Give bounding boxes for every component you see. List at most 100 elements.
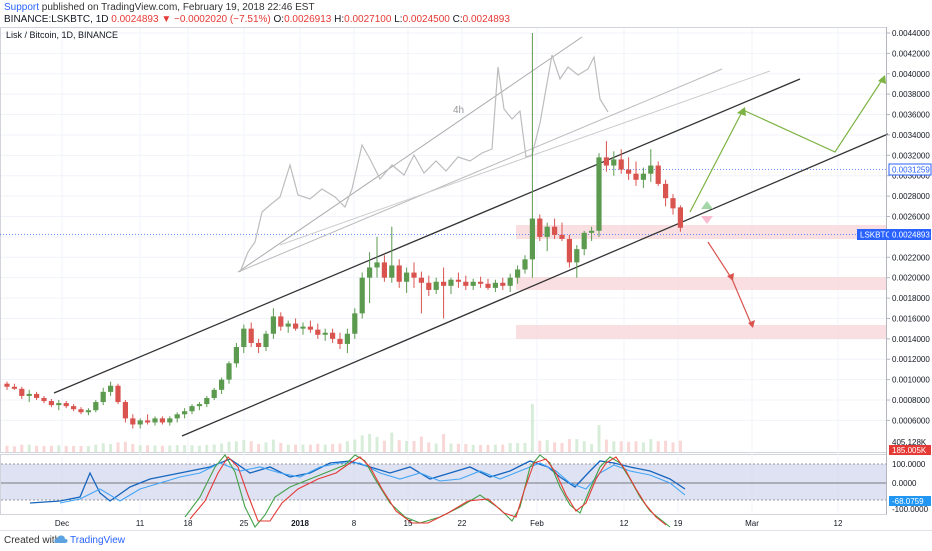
candle-body	[618, 159, 624, 170]
volume-bar	[212, 444, 216, 452]
volume-bar	[575, 439, 579, 452]
volume-bar	[671, 442, 675, 452]
volume-bar	[656, 441, 660, 452]
osc-value-tag: -68.0759	[889, 496, 931, 506]
candle-body	[648, 165, 654, 174]
candle-body	[122, 402, 128, 419]
inset-4h: 4h	[237, 36, 771, 273]
candle-body	[4, 383, 10, 387]
volume-bar	[331, 444, 335, 452]
ohlc-bar: BINANCE:LSKBTC, 1D 0.0024893 ▼ −0.000202…	[4, 14, 510, 25]
volume-red-value: 185.005K	[892, 446, 927, 455]
volume-bar	[220, 443, 224, 452]
candle-body	[219, 379, 225, 390]
price-tick-label: 0.0006000	[892, 416, 930, 425]
candle-body	[500, 282, 506, 286]
volume-bar	[627, 441, 631, 452]
volume-bar	[286, 444, 290, 452]
candle-body	[367, 267, 373, 278]
tradingview-link[interactable]: TradingView	[70, 535, 126, 546]
volume-bar	[368, 434, 372, 452]
volume-bar	[49, 445, 53, 452]
created-with: Created with	[4, 535, 61, 546]
candle-body	[581, 232, 587, 250]
candle-body	[41, 397, 47, 402]
candle-body	[404, 272, 410, 282]
volume-bars	[5, 404, 682, 452]
level-tag: 0.0031259	[888, 163, 932, 176]
candle-body	[663, 183, 669, 199]
price-tick-label: 0.0014000	[892, 335, 930, 344]
support-link[interactable]: Support	[4, 2, 40, 13]
candle-body	[48, 401, 54, 406]
oscillator-lines	[29, 454, 686, 528]
volume-bar	[345, 441, 349, 452]
candle-body	[552, 226, 558, 235]
volume-bar	[397, 440, 401, 452]
volume-bar	[516, 442, 520, 452]
candle-body	[344, 333, 350, 344]
volume-red-tag: 185.005K	[889, 445, 931, 455]
low-value: 0.0024500	[402, 14, 450, 25]
candle-body	[352, 313, 358, 334]
volume-bar	[471, 444, 475, 452]
volume-bar	[360, 435, 364, 452]
price-tick-label: 0.0042000	[892, 49, 930, 58]
candle-body	[374, 262, 380, 268]
candle-body	[655, 165, 661, 184]
volume-bar	[449, 443, 453, 452]
volume-bar	[190, 445, 194, 452]
volume-bar	[649, 439, 653, 452]
price-tick-label: 0.0020000	[892, 274, 930, 283]
vertical-grid	[61, 28, 839, 513]
volume-bar	[412, 441, 416, 452]
candle-body	[330, 332, 336, 339]
time-tick-label: 12	[834, 519, 843, 528]
candle-body	[441, 281, 447, 286]
volume-bar	[419, 436, 423, 452]
candle-body	[603, 157, 609, 166]
volume-bar	[538, 440, 542, 452]
price-change: ▼ −0.0002020 (−7.51%)	[161, 14, 271, 25]
candle-body	[448, 279, 454, 286]
price-chart[interactable]: 4h	[0, 27, 932, 530]
candle-body	[307, 326, 313, 330]
open-value: 0.0026913	[284, 14, 332, 25]
volume-bar	[582, 441, 586, 452]
candle-body	[544, 226, 550, 237]
candle-body	[174, 414, 180, 419]
osc-value: -68.0759	[892, 497, 924, 506]
price-tick-label: 0.0044000	[892, 29, 930, 38]
volume-bar	[227, 441, 231, 452]
volume-bar	[109, 444, 113, 452]
candle-body	[85, 410, 91, 413]
volume-value: 405.128K	[892, 438, 927, 447]
volume-bar	[101, 443, 105, 452]
volume-bar	[427, 442, 431, 452]
candle-body	[559, 234, 565, 239]
candle-body	[100, 391, 106, 403]
volume-bar	[567, 439, 571, 452]
volume-bar	[664, 440, 668, 452]
candle-body	[152, 418, 158, 423]
candle-body	[63, 403, 69, 407]
volume-bar	[242, 440, 246, 452]
bear-arrow-1	[727, 273, 734, 281]
time-tick-label: 2018	[291, 519, 309, 528]
time-tick-label: 15	[404, 519, 413, 528]
time-tick-label: 12	[620, 519, 629, 528]
volume-bar	[523, 442, 527, 452]
volume-bar	[338, 443, 342, 452]
time-tick-label: 22	[458, 519, 467, 528]
price-axis: 0.0044000 0.0042000 0.0040000 0.0038000 0.00…	[886, 29, 930, 425]
price-tick-label: 0.0022000	[892, 253, 930, 262]
last-price-value: 0.0024893	[892, 231, 930, 240]
candle-body	[389, 265, 395, 278]
candle-body	[293, 323, 299, 329]
time-tick-label: 25	[240, 519, 249, 528]
chart-legend: Lisk / Bitcoin, 1D, BINANCE	[6, 30, 118, 40]
time-tick-label: 8	[352, 519, 357, 528]
volume-bar	[308, 444, 312, 452]
candle-body	[167, 418, 173, 423]
volume-bar	[464, 444, 468, 452]
